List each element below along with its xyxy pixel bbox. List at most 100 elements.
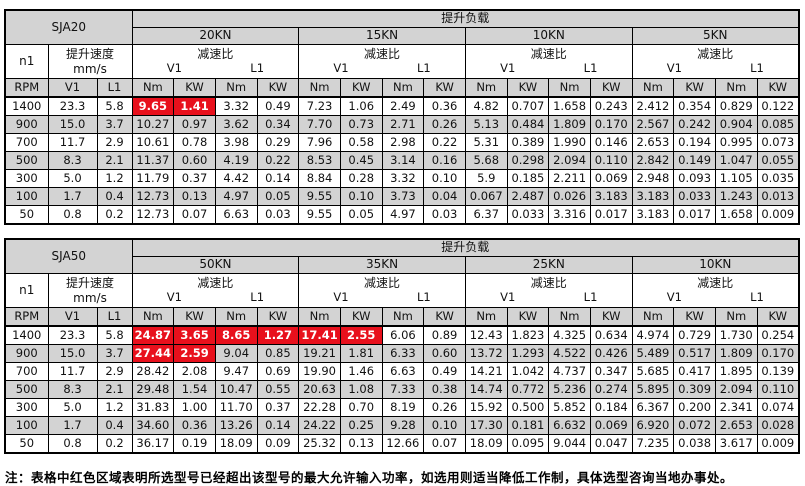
value-cell: 5.13 xyxy=(464,115,508,134)
kw-header-label: KW xyxy=(673,78,716,98)
value-cell: 0.389 xyxy=(506,133,550,152)
ratio-label: 减速比 xyxy=(530,47,567,62)
value-cell: 0.194 xyxy=(673,133,716,152)
l1-header-label: L1 xyxy=(96,307,133,327)
value-cell: 29.48 xyxy=(131,380,175,399)
value-cell: 1.243 xyxy=(714,187,758,206)
table-row: 1400 23.3 5.8 9.65 1.41 3.32 0.49 7.23 1.06 2.49 0… xyxy=(4,96,800,116)
value-cell: 5.489 xyxy=(631,344,675,363)
table-row: 700 11.7 2.9 28.42 2.08 9.47 0.69 19.90 1.46 6.63… xyxy=(4,362,800,381)
ratio-l1-label: L1 xyxy=(750,60,764,75)
value-cell: 0.072 xyxy=(673,416,716,435)
rpm-header-label: RPM xyxy=(4,78,49,98)
value-cell: 0.354 xyxy=(673,96,716,116)
nm-header-label: Nm xyxy=(714,78,758,98)
value-cell: 0.170 xyxy=(589,115,633,134)
ratio-header-cell: 减速比 V1 L1 xyxy=(298,44,466,79)
speed-l1-cell: 3.7 xyxy=(96,115,133,134)
ratio-l1-label: L1 xyxy=(250,60,265,75)
value-cell: 0.97 xyxy=(173,115,216,134)
spec-table-sja20: SJA20 提升负载 20KN 15KN 10KN 5KN n1 提升速度 mm/s 减速比 V1 L… xyxy=(4,9,800,225)
value-cell: 3.183 xyxy=(631,205,675,225)
value-cell: 7.70 xyxy=(298,115,341,134)
table-row: 50 0.8 0.2 36.17 0.19 18.09 0.09 25.32 0.13 12.66… xyxy=(4,434,800,454)
load-rating-label: 15KN xyxy=(298,27,466,45)
value-cell: 0.14 xyxy=(256,169,300,188)
value-cell: 3.617 xyxy=(714,434,758,454)
value-cell: 3.62 xyxy=(214,115,258,134)
value-cell: 3.98 xyxy=(214,133,258,152)
value-cell: 0.426 xyxy=(589,344,633,363)
value-cell: 0.170 xyxy=(756,344,800,363)
table-row: 300 5.0 1.2 11.79 0.37 4.42 0.14 8.84 0.28 3.32 0.… xyxy=(4,169,800,188)
value-cell: 24.22 xyxy=(298,416,341,435)
value-cell: 2.49 xyxy=(381,96,425,116)
table-row: 500 8.3 2.1 29.48 1.54 10.47 0.55 20.63 1.08 7.33… xyxy=(4,380,800,399)
value-cell: 5.685 xyxy=(631,362,675,381)
value-cell: 5.31 xyxy=(464,133,508,152)
value-cell: 12.43 xyxy=(464,325,508,345)
value-cell: 1.823 xyxy=(506,325,550,345)
value-cell: 0.10 xyxy=(339,187,383,206)
value-cell: 1.46 xyxy=(339,362,383,381)
spec-table-sja50: SJA50 提升负载 50KN 35KN 25KN 10KN n1 提升速度 mm/s 减速比 V1… xyxy=(4,238,800,454)
value-cell: 0.22 xyxy=(423,133,466,152)
value-cell: 4.42 xyxy=(214,169,258,188)
kw-header-label: KW xyxy=(339,307,383,327)
value-cell: 3.183 xyxy=(589,187,633,206)
value-cell: 2.412 xyxy=(631,96,675,116)
kw-header-label: KW xyxy=(506,78,550,98)
kw-header-label: KW xyxy=(339,78,383,98)
value-cell: 2.98 xyxy=(381,133,425,152)
value-cell: 0.200 xyxy=(673,398,716,417)
value-cell: 0.22 xyxy=(256,151,300,170)
value-cell: 13.26 xyxy=(214,416,258,435)
speed-l1-cell: 2.1 xyxy=(96,380,133,399)
speed-v1-cell: 5.0 xyxy=(47,398,98,417)
speed-v1-cell: 5.0 xyxy=(47,169,98,188)
value-cell: 3.32 xyxy=(214,96,258,116)
value-cell: 1.658 xyxy=(714,205,758,225)
nm-header-label: Nm xyxy=(631,307,675,327)
value-cell: 27.44 xyxy=(131,344,175,363)
value-cell: 0.25 xyxy=(339,416,383,435)
speed-v1-cell: 0.8 xyxy=(47,205,98,225)
value-cell: 0.184 xyxy=(589,398,633,417)
value-cell: 22.28 xyxy=(298,398,341,417)
value-cell: 4.97 xyxy=(381,205,425,225)
value-cell: 0.09 xyxy=(256,434,300,454)
speed-label-line1: 提升速度 xyxy=(66,276,115,291)
value-cell: 6.920 xyxy=(631,416,675,435)
table-row: 900 15.0 3.7 27.44 2.59 9.04 0.85 19.21 1.81 6.33… xyxy=(4,344,800,363)
speed-l1-cell: 1.2 xyxy=(96,398,133,417)
value-cell: 0.274 xyxy=(589,380,633,399)
value-cell: 5.9 xyxy=(464,169,508,188)
value-cell: 0.017 xyxy=(589,205,633,225)
value-cell: 0.03 xyxy=(423,205,466,225)
value-cell: 1.27 xyxy=(256,325,300,345)
value-cell: 0.13 xyxy=(339,434,383,454)
value-cell: 2.341 xyxy=(714,398,758,417)
value-cell: 0.10 xyxy=(423,416,466,435)
value-cell: 0.085 xyxy=(756,115,800,134)
speed-l1-cell: 3.7 xyxy=(96,344,133,363)
value-cell: 0.038 xyxy=(673,434,716,454)
value-cell: 2.55 xyxy=(339,325,383,345)
ratio-l1-label: L1 xyxy=(750,289,764,304)
value-cell: 7.23 xyxy=(298,96,341,116)
value-cell: 1.293 xyxy=(506,344,550,363)
value-cell: 0.069 xyxy=(589,416,633,435)
value-cell: 2.71 xyxy=(381,115,425,134)
speed-l1-cell: 2.9 xyxy=(96,362,133,381)
model-label: SJA50 xyxy=(4,238,133,274)
ratio-v1-label: V1 xyxy=(500,289,516,304)
value-cell: 1.658 xyxy=(548,96,591,116)
value-cell: 0.067 xyxy=(464,187,508,206)
value-cell: 0.13 xyxy=(173,187,216,206)
speed-label-line1: 提升速度 xyxy=(66,47,115,62)
value-cell: 4.325 xyxy=(548,325,591,345)
model-label: SJA20 xyxy=(4,9,133,45)
value-cell: 9.55 xyxy=(298,187,341,206)
value-cell: 0.49 xyxy=(423,362,466,381)
value-cell: 2.948 xyxy=(631,169,675,188)
